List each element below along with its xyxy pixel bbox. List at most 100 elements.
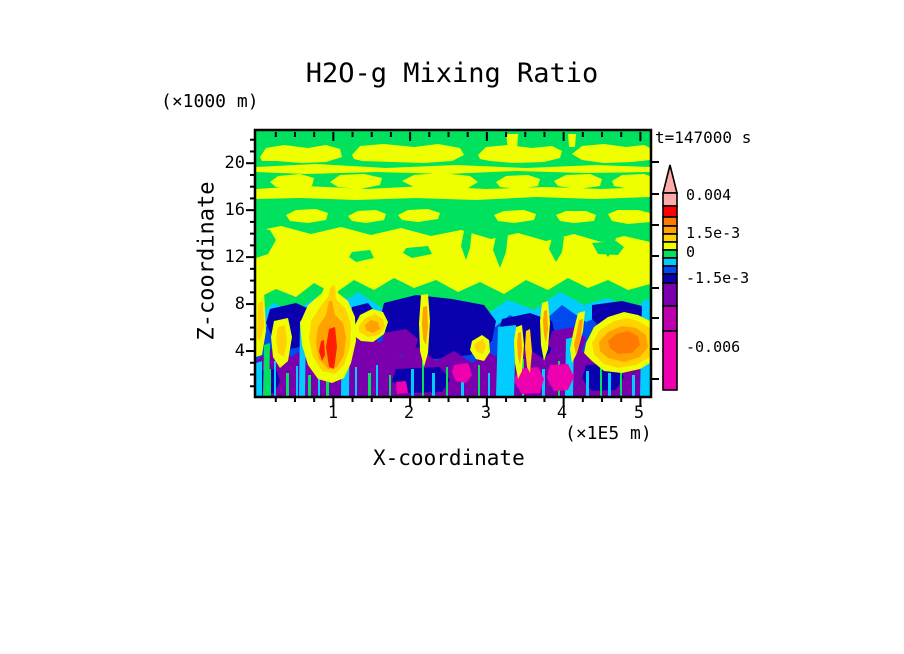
y-tick-label: 8 xyxy=(234,294,245,314)
contour-streak xyxy=(632,375,635,396)
contour-streak xyxy=(586,371,589,396)
contour-region xyxy=(478,145,562,163)
x-tick-label: 3 xyxy=(480,403,492,423)
contour-streak xyxy=(318,363,320,396)
contour-region xyxy=(461,230,472,260)
contour-overlay xyxy=(525,329,532,373)
contour-region xyxy=(592,241,624,255)
contour-overlay xyxy=(452,363,472,383)
contour-region xyxy=(398,209,440,222)
timestamp-label: t=147000 s xyxy=(655,128,752,147)
x-tick-label: 1 xyxy=(327,403,339,423)
colorbar-segment xyxy=(662,249,678,259)
contour-streak xyxy=(600,365,602,396)
contour-streak xyxy=(446,367,448,396)
contour-streak xyxy=(268,369,271,396)
contour-region xyxy=(352,144,464,163)
contour-streak xyxy=(389,375,391,396)
contour-region xyxy=(270,174,314,189)
contour-region xyxy=(554,174,602,189)
y-tick-label: 12 xyxy=(224,247,245,267)
contour-streak xyxy=(432,373,435,396)
contour-streak xyxy=(608,373,611,396)
x-axis-title: X-coordinate xyxy=(373,446,525,470)
y-axis-unit-label: (×1000 m) xyxy=(161,91,259,112)
contour-region xyxy=(260,145,342,163)
contour-region xyxy=(256,361,262,396)
y-tick-label: 16 xyxy=(224,200,245,220)
colorbar-label: 0 xyxy=(686,243,696,261)
plot-border xyxy=(253,128,653,399)
contour-streak xyxy=(355,367,357,396)
contour-streak xyxy=(368,373,371,396)
contour-streak xyxy=(296,366,298,396)
contour-region xyxy=(549,237,564,262)
colorbar-label: -1.5e-3 xyxy=(686,269,750,287)
contour-region xyxy=(382,329,418,357)
colorbar-segment xyxy=(662,330,678,391)
contour-region xyxy=(493,234,508,268)
contour-region xyxy=(496,325,516,396)
colorbar-segment xyxy=(662,192,678,207)
contour-overlay xyxy=(396,381,408,394)
contour-overlay xyxy=(422,306,428,345)
chart-title: H2O-g Mixing Ratio xyxy=(305,58,599,89)
contour-region xyxy=(568,134,576,147)
contour-region xyxy=(612,174,650,189)
contour-streak xyxy=(620,367,622,396)
contour-region xyxy=(348,210,386,223)
contour-field xyxy=(256,131,650,396)
contour-streak xyxy=(488,373,490,396)
contour-streak xyxy=(422,361,424,396)
contour-overlay xyxy=(608,331,640,354)
contour-region xyxy=(494,210,536,223)
colorbar xyxy=(661,164,679,391)
colorbar-segment xyxy=(662,216,678,227)
colorbar-segment xyxy=(662,265,678,275)
contour-overlay xyxy=(517,332,522,365)
contour-region xyxy=(256,164,650,174)
colorbar-label: 0.004 xyxy=(686,186,732,204)
contour-region xyxy=(257,301,264,341)
colorbar-label: -0.006 xyxy=(686,338,741,356)
colorbar-segment xyxy=(662,273,678,284)
contour-region xyxy=(403,246,432,258)
contour-streak xyxy=(308,375,311,396)
y-tick-label: 20 xyxy=(224,153,245,173)
colorbar-arrow xyxy=(661,164,679,194)
contour-region xyxy=(256,186,650,200)
x-tick-label: 2 xyxy=(403,403,415,423)
contour-streak xyxy=(542,369,545,396)
contour-overlay xyxy=(474,339,486,354)
contour-region xyxy=(496,175,540,189)
contour-streak xyxy=(478,365,480,396)
contour-overlay xyxy=(514,367,544,394)
colorbar-label: 1.5e-3 xyxy=(686,224,741,242)
x-axis-unit-label: (×1E5 m) xyxy=(565,423,652,444)
contour-overlay xyxy=(319,340,325,361)
contour-overlay xyxy=(365,320,380,333)
contour-overlay xyxy=(543,310,548,343)
contour-streak xyxy=(461,375,464,396)
contour-region xyxy=(402,173,478,190)
contour-overlay xyxy=(547,364,574,391)
contour-streak xyxy=(326,371,329,396)
contour-region xyxy=(608,210,650,224)
colorbar-segment xyxy=(662,233,678,243)
contour-region xyxy=(286,209,328,223)
colorbar-segment xyxy=(662,305,678,332)
contour-overlay xyxy=(326,327,337,369)
contour-region xyxy=(572,144,650,163)
contour-region xyxy=(506,134,518,149)
x-tick-label: 4 xyxy=(556,403,568,423)
contour-region xyxy=(256,227,276,258)
y-tick-label: 4 xyxy=(234,341,245,361)
contour-streak xyxy=(286,373,289,396)
contour-streak xyxy=(411,369,414,396)
colorbar-segment xyxy=(662,225,678,235)
colorbar-segment xyxy=(662,282,678,307)
colorbar-segment xyxy=(662,205,678,218)
contour-region xyxy=(349,250,374,262)
